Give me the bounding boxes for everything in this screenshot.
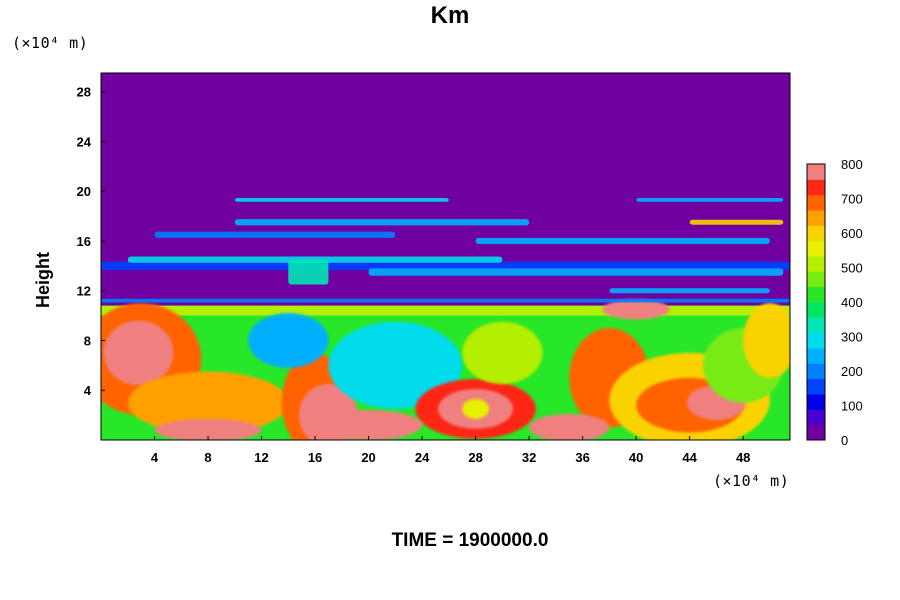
y-tick-label: 16	[77, 234, 91, 249]
colorbar-swatch	[807, 271, 825, 288]
x-tick-label: 28	[468, 450, 482, 465]
turbulent-top	[101, 305, 790, 316]
colorbar-tick-label: 400	[841, 295, 863, 310]
heatmap-cell	[248, 313, 329, 368]
colorbar-tick-label: 100	[841, 399, 863, 414]
colorbar-tick-label: 300	[841, 330, 863, 345]
time-label: TIME = 1900000.0	[391, 530, 549, 551]
colorbar-swatch	[807, 394, 825, 410]
x-tick-label: 20	[361, 450, 375, 465]
heatmap-cell	[101, 261, 790, 271]
y-tick-label: 28	[77, 85, 91, 100]
x-tick-label: 32	[522, 450, 536, 465]
heatmap-cell	[101, 298, 790, 303]
heatmap-cell	[315, 410, 423, 440]
colorbar-tick-label: 600	[841, 226, 863, 241]
colorbar: 0 100 200 300 400 500 600 700 800	[806, 157, 863, 448]
colorbar-swatch	[807, 179, 825, 196]
colorbar-tick-label: 500	[841, 261, 863, 276]
colorbar-swatch	[807, 409, 825, 426]
heatmap-cell	[743, 303, 790, 378]
heatmap-cell	[462, 321, 543, 385]
heatmap-cell	[609, 288, 770, 294]
colorbar-tick-label: 0	[841, 433, 848, 448]
y-tick-label: 12	[77, 284, 91, 299]
heatmap-cell	[154, 418, 262, 440]
x-tick-label: 8	[204, 450, 211, 465]
heatmap-cell	[602, 299, 670, 320]
colorbar-swatch	[807, 302, 825, 318]
x-tick-label: 36	[575, 450, 589, 465]
x-axis-unit: (×10⁴ m)	[713, 472, 790, 490]
y-axis: 4 8 12 16 20 24 28	[77, 85, 105, 398]
colorbar-tick-label: 700	[841, 192, 863, 207]
colorbar-swatch	[807, 317, 825, 334]
x-tick-label: 12	[254, 450, 268, 465]
x-tick-label: 24	[415, 450, 430, 465]
heatmap-cell	[636, 198, 784, 202]
heatmap-cell	[368, 268, 784, 276]
colorbar-swatch	[807, 225, 825, 242]
colorbar-swatch	[807, 194, 825, 211]
x-tick-label: 4	[151, 450, 159, 465]
heatmap-cell	[103, 320, 174, 386]
colorbar-frame	[806, 163, 826, 441]
y-tick-label: 24	[77, 134, 92, 149]
y-tick-label: 20	[77, 184, 91, 199]
heatmap-cell	[475, 237, 770, 245]
colorbar-tick-label: 200	[841, 364, 863, 379]
heatmap-cell	[127, 371, 289, 434]
x-tick-label: 40	[629, 450, 643, 465]
colorbar-swatch	[807, 363, 825, 380]
heatmap-cell	[462, 398, 489, 419]
heatmap-cell	[234, 219, 530, 226]
heatmap-cell	[529, 413, 610, 440]
y-tick-label: 8	[84, 333, 91, 348]
y-tick-label: 4	[84, 383, 92, 398]
heatmap-cell	[328, 321, 463, 409]
colorbar-swatch	[807, 256, 825, 272]
colorbar-swatch	[807, 424, 825, 441]
colorbar-swatch	[807, 286, 825, 303]
heatmap-cell	[689, 219, 784, 225]
x-axis: 4 8 12 16 20 24 28 32 36 40 44 48	[151, 436, 750, 465]
colorbar-swatch	[807, 164, 825, 180]
x-tick-label: 44	[682, 450, 697, 465]
plot-frame	[100, 72, 791, 441]
y-axis-unit: (×10⁴ m)	[12, 34, 89, 52]
colorbar-swatch	[807, 378, 825, 395]
chart-title: Km	[430, 2, 470, 29]
x-tick-label: 16	[308, 450, 322, 465]
colorbar-tick-label: 800	[841, 157, 863, 172]
x-tick-label: 48	[736, 450, 750, 465]
heatmap-cell	[234, 198, 449, 202]
colorbar-swatch	[807, 348, 825, 364]
heatmap-field	[101, 73, 790, 440]
heatmap-cell	[288, 259, 329, 285]
colorbar-swatch	[807, 332, 825, 349]
colorbar-swatch	[807, 210, 825, 226]
heatmap-cell	[154, 231, 396, 238]
colorbar-swatch	[807, 240, 825, 257]
